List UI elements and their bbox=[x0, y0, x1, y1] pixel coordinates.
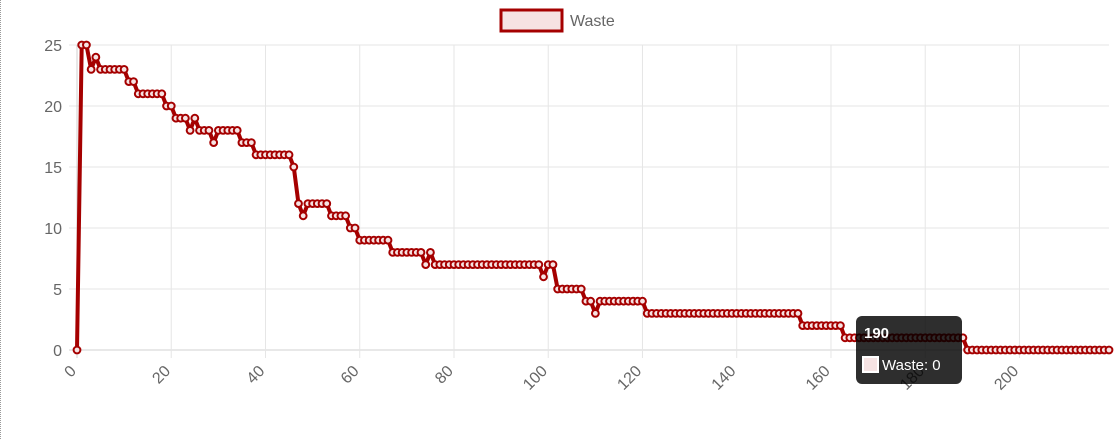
data-point[interactable] bbox=[82, 40, 91, 50]
x-tick-label: 20 bbox=[149, 363, 174, 388]
data-point[interactable] bbox=[298, 211, 308, 221]
data-point[interactable] bbox=[322, 199, 332, 209]
x-tick-label: 200 bbox=[991, 363, 1022, 394]
data-point[interactable] bbox=[341, 211, 351, 221]
grid bbox=[69, 44, 1109, 358]
x-tick-label: 120 bbox=[614, 363, 645, 394]
data-point[interactable] bbox=[383, 235, 393, 245]
data-point[interactable] bbox=[294, 199, 303, 209]
data-point[interactable] bbox=[350, 223, 360, 233]
data-point[interactable] bbox=[1104, 345, 1114, 355]
data-point[interactable] bbox=[576, 284, 586, 294]
series-waste-points bbox=[72, 40, 1114, 355]
legend-swatch-waste[interactable] bbox=[499, 8, 564, 33]
y-axis-ticks: 0 5 10 15 20 25 bbox=[44, 38, 62, 360]
data-point[interactable] bbox=[129, 77, 138, 86]
legend[interactable]: Waste bbox=[499, 8, 615, 33]
data-point[interactable] bbox=[157, 89, 167, 99]
tooltip-title: 190 bbox=[864, 325, 889, 342]
y-tick-label: 15 bbox=[44, 160, 62, 177]
data-point[interactable] bbox=[232, 125, 242, 135]
x-tick-label: 140 bbox=[709, 363, 740, 394]
data-point[interactable] bbox=[793, 309, 803, 318]
data-point[interactable] bbox=[190, 113, 200, 123]
data-point[interactable] bbox=[119, 65, 129, 74]
y-tick-label: 5 bbox=[53, 282, 62, 299]
y-tick-label: 25 bbox=[44, 38, 62, 55]
data-point[interactable] bbox=[204, 125, 214, 135]
data-point[interactable] bbox=[91, 52, 101, 62]
data-point[interactable] bbox=[836, 321, 845, 331]
data-point[interactable] bbox=[72, 345, 82, 355]
x-tick-label: 0 bbox=[62, 363, 80, 381]
data-point[interactable] bbox=[586, 296, 596, 306]
data-point[interactable] bbox=[284, 150, 294, 160]
tooltip: 190 Waste: 0 bbox=[856, 316, 962, 384]
data-point[interactable] bbox=[209, 138, 219, 148]
data-point[interactable] bbox=[86, 65, 96, 74]
y-tick-label: 10 bbox=[44, 221, 62, 238]
tooltip-box bbox=[856, 316, 962, 384]
x-tick-label: 160 bbox=[803, 363, 834, 394]
data-point[interactable] bbox=[426, 248, 435, 257]
legend-label-waste[interactable]: Waste bbox=[570, 13, 615, 30]
tooltip-swatch bbox=[862, 356, 879, 373]
left-border bbox=[0, 0, 1, 439]
data-point[interactable] bbox=[534, 260, 544, 270]
data-point[interactable] bbox=[289, 162, 299, 172]
data-point[interactable] bbox=[416, 248, 426, 257]
data-point[interactable] bbox=[590, 309, 600, 318]
x-tick-label: 40 bbox=[244, 363, 269, 388]
data-point[interactable] bbox=[166, 101, 176, 111]
data-point[interactable] bbox=[246, 138, 256, 148]
data-point[interactable] bbox=[421, 260, 431, 270]
tooltip-label: Waste: 0 bbox=[882, 357, 941, 374]
data-point[interactable] bbox=[180, 113, 190, 123]
x-tick-label: 60 bbox=[338, 363, 363, 388]
y-tick-label: 0 bbox=[53, 343, 62, 360]
y-tick-label: 20 bbox=[44, 99, 62, 116]
data-point[interactable] bbox=[548, 260, 558, 270]
x-tick-label: 80 bbox=[432, 363, 457, 388]
data-point[interactable] bbox=[185, 125, 195, 135]
data-point[interactable] bbox=[638, 296, 647, 306]
x-tick-label: 100 bbox=[520, 363, 551, 394]
data-point[interactable] bbox=[539, 272, 548, 282]
